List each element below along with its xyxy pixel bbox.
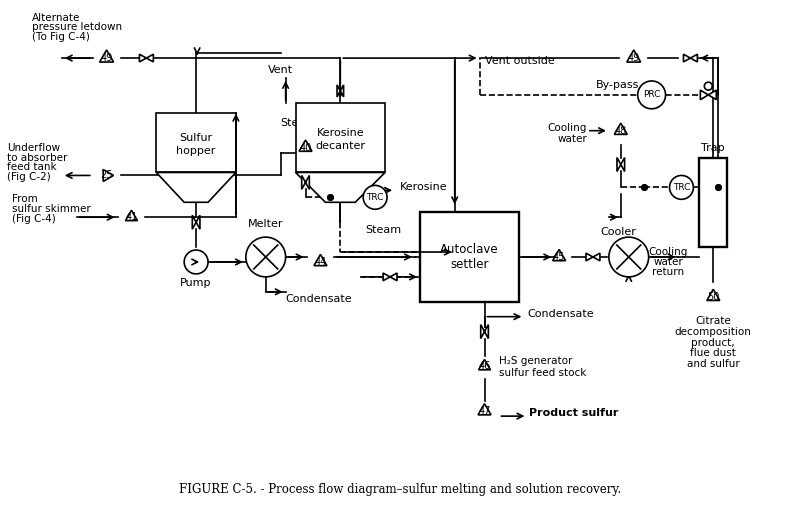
Text: Kerosine: Kerosine: [317, 127, 364, 138]
Text: Steam: Steam: [365, 225, 402, 235]
Text: Alternate: Alternate: [32, 13, 80, 23]
Text: hopper: hopper: [177, 145, 216, 156]
Circle shape: [246, 237, 286, 277]
Text: pressure letdown: pressure letdown: [32, 22, 122, 32]
Text: to absorber: to absorber: [7, 153, 67, 162]
Text: 48: 48: [614, 125, 627, 136]
Polygon shape: [302, 176, 310, 189]
Text: TRC: TRC: [366, 193, 384, 202]
Text: return: return: [653, 267, 685, 277]
Circle shape: [363, 185, 387, 209]
Text: Autoclave: Autoclave: [440, 243, 499, 255]
Text: 50: 50: [707, 292, 719, 302]
Circle shape: [184, 250, 208, 274]
Text: decomposition: decomposition: [675, 327, 752, 336]
Text: Product sulfur: Product sulfur: [530, 408, 618, 418]
Text: Kerosine: Kerosine: [400, 182, 448, 193]
Circle shape: [670, 176, 694, 199]
Text: Vent: Vent: [268, 65, 294, 75]
Polygon shape: [683, 54, 698, 62]
Text: 49: 49: [628, 53, 640, 63]
Text: 41: 41: [126, 212, 138, 222]
Bar: [295, 103, 385, 173]
Polygon shape: [192, 215, 200, 229]
Text: 44: 44: [314, 257, 326, 267]
Text: Condensate: Condensate: [286, 294, 352, 304]
Bar: [156, 113, 236, 173]
Circle shape: [704, 82, 712, 90]
Polygon shape: [299, 140, 312, 151]
Polygon shape: [617, 158, 625, 172]
Text: Vent outside: Vent outside: [485, 56, 554, 66]
Text: sulfur skimmer: sulfur skimmer: [12, 204, 91, 214]
Text: TRC: TRC: [673, 183, 690, 192]
Polygon shape: [481, 325, 488, 338]
Polygon shape: [626, 50, 641, 62]
Text: Condensate: Condensate: [527, 309, 594, 318]
Text: feed tank: feed tank: [7, 162, 57, 173]
Text: Sulfur: Sulfur: [179, 133, 213, 143]
Text: By-pass: By-pass: [596, 80, 639, 90]
Polygon shape: [126, 210, 138, 221]
Polygon shape: [295, 173, 385, 202]
Text: decanter: decanter: [315, 141, 366, 151]
Polygon shape: [614, 123, 627, 134]
Text: Cooling: Cooling: [548, 123, 587, 133]
Text: Cooler: Cooler: [601, 227, 637, 237]
Text: sulfur feed stock: sulfur feed stock: [499, 368, 587, 378]
Text: Melter: Melter: [248, 219, 283, 229]
Bar: [420, 212, 519, 302]
Polygon shape: [707, 289, 720, 301]
Text: (Fig C-4): (Fig C-4): [12, 214, 56, 224]
Polygon shape: [478, 403, 491, 415]
Text: water: water: [558, 134, 587, 144]
Text: PRC: PRC: [643, 91, 660, 99]
Text: (Fig C-2): (Fig C-2): [7, 173, 51, 182]
Polygon shape: [553, 249, 566, 261]
Text: FIGURE C-5. - Process flow diagram–sulfur melting and solution recovery.: FIGURE C-5. - Process flow diagram–sulfu…: [179, 483, 621, 496]
Text: From: From: [12, 194, 38, 204]
Text: H₂S generator: H₂S generator: [499, 356, 573, 367]
Circle shape: [609, 237, 649, 277]
Text: Cooling: Cooling: [649, 247, 688, 257]
Polygon shape: [337, 85, 344, 97]
Circle shape: [638, 81, 666, 109]
Text: and sulfur: and sulfur: [687, 359, 740, 370]
Text: Trap: Trap: [702, 142, 725, 153]
Text: Pump: Pump: [180, 278, 212, 288]
Text: water: water: [654, 257, 683, 267]
Polygon shape: [586, 253, 600, 261]
Text: product,: product,: [691, 337, 735, 348]
Polygon shape: [700, 90, 716, 100]
Polygon shape: [314, 254, 327, 266]
Text: flue dust: flue dust: [690, 349, 736, 358]
Polygon shape: [103, 169, 114, 181]
Text: 47: 47: [478, 406, 490, 416]
Bar: [699, 158, 727, 247]
Text: Steam: Steam: [281, 118, 317, 127]
Polygon shape: [139, 54, 154, 62]
Text: 40: 40: [299, 142, 312, 153]
Text: Underflow: Underflow: [7, 142, 60, 153]
Text: Citrate: Citrate: [695, 316, 731, 326]
Text: 49: 49: [101, 53, 113, 63]
Polygon shape: [383, 273, 397, 281]
Polygon shape: [156, 173, 236, 202]
Polygon shape: [100, 50, 114, 62]
Polygon shape: [478, 359, 490, 370]
Text: (To Fig C-4): (To Fig C-4): [32, 32, 90, 42]
Text: settler: settler: [450, 259, 489, 271]
Text: 25: 25: [100, 170, 113, 180]
Text: 45: 45: [553, 252, 566, 262]
Text: 46: 46: [478, 361, 490, 371]
